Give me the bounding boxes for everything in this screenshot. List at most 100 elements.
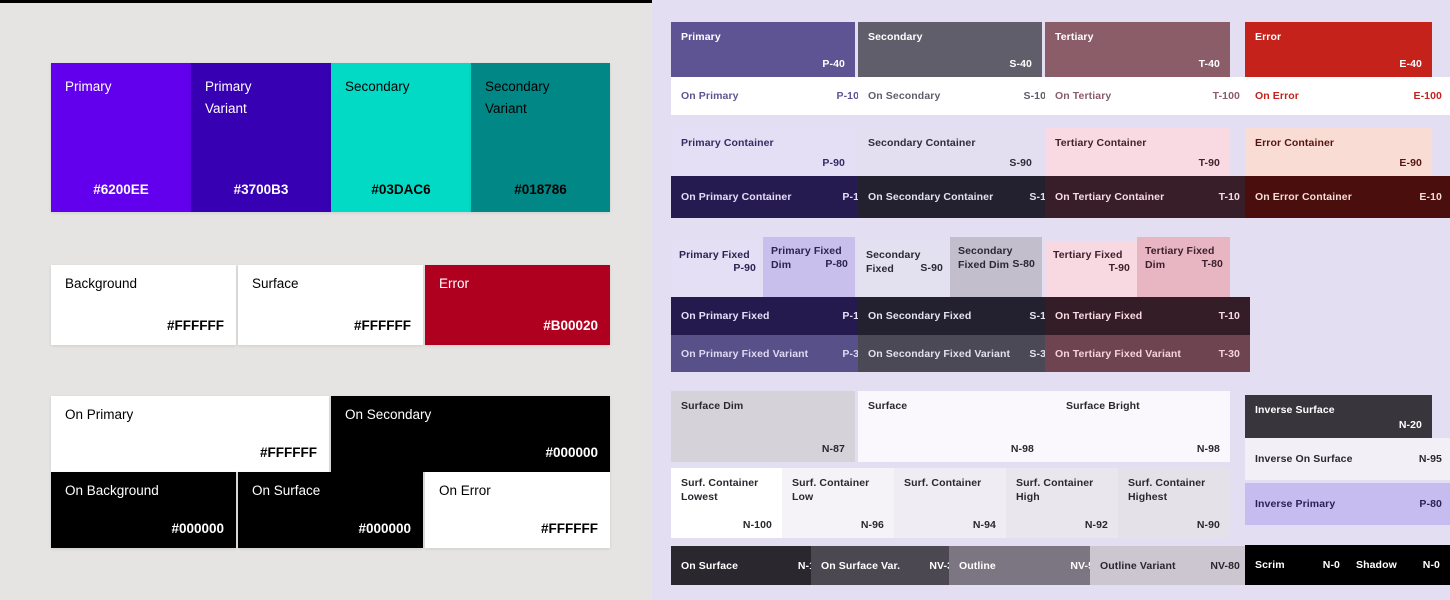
swatch-m3-on-secondary-container: On Secondary Container S-10 [858,176,1062,218]
swatch-m3-on-primary-container: On Primary Container P-10 [671,176,875,218]
swatch-m3-surface-container-highest: Surf. Container Highest N-90 [1118,468,1230,538]
swatch-on-surface: On Surface #000000 [238,472,423,548]
swatch-label: Primary Fixed [679,249,750,261]
swatch-label: Secondary Variant [485,79,550,116]
swatch-label: On Surface [681,559,739,572]
swatch-m3-primary: Primary P-40 [671,22,855,77]
tone-code: N-0 [1322,559,1340,571]
swatch-label: Surf. Container High [1016,477,1094,503]
swatch-label: Surface [868,400,908,412]
swatch-m3-on-tertiary: On Tertiary T-100 [1045,77,1250,115]
tone-code: N-87 [821,443,845,455]
swatch-label: On Background [65,483,159,498]
swatch-label: On Tertiary Container [1055,191,1165,203]
tone-code: T-90 [1198,157,1220,169]
hex-code: #FFFFFF [354,318,411,333]
swatch-error: Error #B00020 [425,265,610,345]
tone-code: N-92 [1084,519,1108,531]
swatch-label: On Tertiary Fixed Variant [1055,347,1182,360]
swatch-label: Surface [252,276,299,291]
tone-code: S-40 [1009,58,1032,70]
swatch-m3-shadow: Shadow N-0 [1346,545,1450,585]
tone-code: E-10 [1419,191,1442,203]
tone-code: N-20 [1398,419,1422,431]
swatch-label: Error [1255,31,1282,43]
tone-code: N-95 [1418,453,1442,465]
swatch-label: On Secondary [868,90,941,102]
swatch-m3-primary-fixed-dim: Primary Fixed Dim P-80 [763,237,855,297]
swatch-on-background: On Background #000000 [51,472,236,548]
swatch-m3-secondary-fixed: Secondary Fixed S-90 [858,241,950,297]
swatch-label: Surf. Container Lowest [681,477,759,503]
tone-code: T-80 [1201,258,1223,270]
swatch-label: Tertiary Fixed Dim [1145,245,1215,271]
swatch-on-primary: On Primary #FFFFFF [51,396,329,472]
tone-code: P-40 [822,58,845,70]
swatch-label: Secondary [868,31,923,43]
swatch-m3-primary-fixed: Primary Fixed P-90 [671,241,763,297]
swatch-label: On Secondary [345,407,432,422]
swatch-m3-inverse-on-surface: Inverse On Surface N-95 [1245,438,1450,480]
swatch-label: Error [439,276,469,291]
swatch-on-secondary: On Secondary #000000 [331,396,610,472]
swatch-label: On Primary Fixed [681,310,770,322]
tone-code: S-80 [1012,258,1035,270]
tone-code: P-90 [822,157,845,169]
swatch-m3-primary-container: Primary Container P-90 [671,128,855,176]
swatch-m3-tertiary-fixed-dim: Tertiary Fixed Dim T-80 [1137,237,1230,297]
swatch-m3-on-secondary-fixed-variant: On Secondary Fixed Variant S-30 [858,335,1062,372]
swatch-m3-outline: Outline NV-50 [949,546,1110,585]
swatch-m3-outline-variant: Outline Variant NV-80 [1090,546,1250,585]
swatch-m3-secondary-fixed-dim: Secondary Fixed Dim S-80 [950,237,1042,297]
swatch-surface: Surface #FFFFFF [238,265,423,345]
swatch-label: Surface Bright [1066,400,1140,412]
tone-code: T-100 [1212,90,1240,102]
hex-code: #03DAC6 [371,182,431,197]
hex-code: #000000 [358,521,411,536]
swatch-label: Background [65,276,138,291]
swatch-label: Inverse Surface [1255,404,1335,416]
swatch-m3-tertiary-fixed: Tertiary Fixed T-90 [1045,241,1137,297]
hex-code: #B00020 [543,318,598,333]
swatch-label: Scrim [1255,559,1285,571]
swatch-label: Secondary Container [868,137,976,149]
swatch-m3-surface-container-high: Surf. Container High N-92 [1006,468,1118,538]
swatch-label: Tertiary [1055,31,1094,43]
swatch-label: On Surface [252,483,321,498]
swatch-label: On Primary [681,90,739,102]
swatch-m3-surface-dim: Surface Dim N-87 [671,391,855,462]
swatch-m3-on-error-container: On Error Container E-10 [1245,176,1450,218]
swatch-label: Primary [681,31,721,43]
tone-code: P-90 [733,262,756,274]
swatch-label: Primary Variant [205,79,252,116]
swatch-m3-surface-group: Surface N-98 Surface Bright N-98 [858,391,1230,462]
tone-code: T-30 [1218,347,1240,360]
top-border [0,0,652,3]
swatch-label: Surface Dim [681,400,744,412]
tone-code: N-96 [860,519,884,531]
swatch-m3-on-tertiary-fixed-variant: On Tertiary Fixed Variant T-30 [1045,335,1250,372]
swatch-label: On Secondary Fixed [868,310,972,322]
tone-code: NV-80 [1210,559,1240,572]
swatch-m3-on-primary-fixed: On Primary Fixed P-10 [671,297,875,335]
hex-code: #6200EE [93,182,149,197]
tone-code: S-100 [1023,90,1052,102]
swatch-label: Inverse Primary [1255,498,1336,510]
tone-code: E-90 [1399,157,1422,169]
swatch-on-error: On Error #FFFFFF [425,472,610,548]
swatch-m3-tertiary: Tertiary T-40 [1045,22,1230,77]
swatch-label: On Error [1255,90,1299,102]
swatch-label: On Secondary Fixed Variant [868,347,1011,360]
tone-code: P-80 [825,258,848,270]
swatch-secondary-variant: Secondary Variant #018786 [471,63,610,212]
swatch-m3-scrim: Scrim N-0 [1245,545,1350,585]
swatch-m3-on-surface-variant: On Surface Var. NV-30 [811,546,969,585]
tone-code: N-98 [1196,443,1220,455]
swatch-m3-surface-container-low: Surf. Container Low N-96 [782,468,894,538]
hex-code: #000000 [545,445,598,460]
swatch-label: On Primary Container [681,191,792,203]
swatch-label: On Surface Var. [821,559,901,572]
hex-code: #FFFFFF [260,445,317,460]
swatch-m3-secondary-container: Secondary Container S-90 [858,128,1042,176]
